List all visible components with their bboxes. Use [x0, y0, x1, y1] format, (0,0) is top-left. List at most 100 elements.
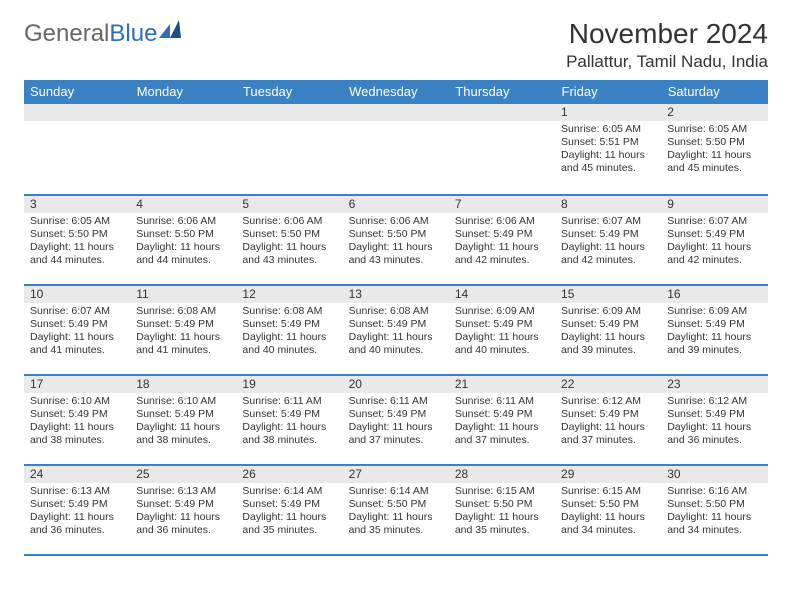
- day-details: Sunrise: 6:11 AMSunset: 5:49 PMDaylight:…: [343, 393, 449, 452]
- day-number: 23: [661, 376, 767, 393]
- sunset-line: Sunset: 5:49 PM: [667, 318, 761, 331]
- calendar-cell: 11Sunrise: 6:08 AMSunset: 5:49 PMDayligh…: [130, 285, 236, 375]
- sunrise-line: Sunrise: 6:09 AM: [455, 305, 549, 318]
- calendar-cell: 19Sunrise: 6:11 AMSunset: 5:49 PMDayligh…: [236, 375, 342, 465]
- daylight-line: Daylight: 11 hours and 35 minutes.: [242, 511, 336, 537]
- calendar-cell: 10Sunrise: 6:07 AMSunset: 5:49 PMDayligh…: [24, 285, 130, 375]
- day-details: Sunrise: 6:06 AMSunset: 5:49 PMDaylight:…: [449, 213, 555, 272]
- sunrise-line: Sunrise: 6:05 AM: [667, 123, 761, 136]
- day-number: 14: [449, 286, 555, 303]
- sunrise-line: Sunrise: 6:14 AM: [242, 485, 336, 498]
- daylight-line: Daylight: 11 hours and 41 minutes.: [136, 331, 230, 357]
- calendar-cell: 26Sunrise: 6:14 AMSunset: 5:49 PMDayligh…: [236, 465, 342, 555]
- day-number: 10: [24, 286, 130, 303]
- sunset-line: Sunset: 5:49 PM: [242, 318, 336, 331]
- calendar-cell: 20Sunrise: 6:11 AMSunset: 5:49 PMDayligh…: [343, 375, 449, 465]
- daylight-line: Daylight: 11 hours and 42 minutes.: [455, 241, 549, 267]
- day-number: 16: [661, 286, 767, 303]
- brand-mark-icon: [159, 20, 181, 38]
- calendar-cell: 14Sunrise: 6:09 AMSunset: 5:49 PMDayligh…: [449, 285, 555, 375]
- calendar-cell: [343, 104, 449, 195]
- day-number: 3: [24, 196, 130, 213]
- daylight-line: Daylight: 11 hours and 44 minutes.: [30, 241, 124, 267]
- calendar-row: 10Sunrise: 6:07 AMSunset: 5:49 PMDayligh…: [24, 285, 768, 375]
- sunset-line: Sunset: 5:51 PM: [561, 136, 655, 149]
- day-number: [343, 104, 449, 121]
- daylight-line: Daylight: 11 hours and 44 minutes.: [136, 241, 230, 267]
- day-number: 26: [236, 466, 342, 483]
- sunset-line: Sunset: 5:50 PM: [349, 228, 443, 241]
- daylight-line: Daylight: 11 hours and 38 minutes.: [136, 421, 230, 447]
- sunset-line: Sunset: 5:49 PM: [30, 498, 124, 511]
- calendar-cell: 25Sunrise: 6:13 AMSunset: 5:49 PMDayligh…: [130, 465, 236, 555]
- daylight-line: Daylight: 11 hours and 38 minutes.: [30, 421, 124, 447]
- day-details: Sunrise: 6:05 AMSunset: 5:51 PMDaylight:…: [555, 121, 661, 180]
- header: GeneralBlue November 2024 Pallattur, Tam…: [24, 18, 768, 72]
- day-number: 29: [555, 466, 661, 483]
- day-details: Sunrise: 6:09 AMSunset: 5:49 PMDaylight:…: [661, 303, 767, 362]
- sunrise-line: Sunrise: 6:06 AM: [136, 215, 230, 228]
- sunrise-line: Sunrise: 6:13 AM: [136, 485, 230, 498]
- calendar-cell: [236, 104, 342, 195]
- day-number: 24: [24, 466, 130, 483]
- day-number: 27: [343, 466, 449, 483]
- daylight-line: Daylight: 11 hours and 43 minutes.: [242, 241, 336, 267]
- day-number: 30: [661, 466, 767, 483]
- calendar-cell: 22Sunrise: 6:12 AMSunset: 5:49 PMDayligh…: [555, 375, 661, 465]
- daylight-line: Daylight: 11 hours and 37 minutes.: [561, 421, 655, 447]
- sunset-line: Sunset: 5:50 PM: [455, 498, 549, 511]
- sunset-line: Sunset: 5:49 PM: [136, 408, 230, 421]
- sunrise-line: Sunrise: 6:11 AM: [242, 395, 336, 408]
- sunrise-line: Sunrise: 6:08 AM: [242, 305, 336, 318]
- daylight-line: Daylight: 11 hours and 35 minutes.: [349, 511, 443, 537]
- sunrise-line: Sunrise: 6:12 AM: [667, 395, 761, 408]
- calendar-cell: 23Sunrise: 6:12 AMSunset: 5:49 PMDayligh…: [661, 375, 767, 465]
- sunrise-line: Sunrise: 6:15 AM: [561, 485, 655, 498]
- sunrise-line: Sunrise: 6:05 AM: [561, 123, 655, 136]
- calendar-cell: 28Sunrise: 6:15 AMSunset: 5:50 PMDayligh…: [449, 465, 555, 555]
- sunrise-line: Sunrise: 6:09 AM: [667, 305, 761, 318]
- day-details: Sunrise: 6:12 AMSunset: 5:49 PMDaylight:…: [555, 393, 661, 452]
- day-number: 1: [555, 104, 661, 121]
- day-details: Sunrise: 6:16 AMSunset: 5:50 PMDaylight:…: [661, 483, 767, 542]
- day-details: Sunrise: 6:09 AMSunset: 5:49 PMDaylight:…: [555, 303, 661, 362]
- sunset-line: Sunset: 5:49 PM: [349, 408, 443, 421]
- empty-cell-body: [236, 121, 342, 194]
- page-location: Pallattur, Tamil Nadu, India: [566, 52, 768, 72]
- day-number: 28: [449, 466, 555, 483]
- calendar-cell: 8Sunrise: 6:07 AMSunset: 5:49 PMDaylight…: [555, 195, 661, 285]
- sunset-line: Sunset: 5:49 PM: [349, 318, 443, 331]
- day-details: Sunrise: 6:08 AMSunset: 5:49 PMDaylight:…: [236, 303, 342, 362]
- daylight-line: Daylight: 11 hours and 37 minutes.: [455, 421, 549, 447]
- calendar-cell: 27Sunrise: 6:14 AMSunset: 5:50 PMDayligh…: [343, 465, 449, 555]
- empty-cell-body: [449, 121, 555, 194]
- calendar-body: 1Sunrise: 6:05 AMSunset: 5:51 PMDaylight…: [24, 104, 768, 555]
- day-details: Sunrise: 6:15 AMSunset: 5:50 PMDaylight:…: [555, 483, 661, 542]
- sunset-line: Sunset: 5:49 PM: [667, 408, 761, 421]
- day-number: 7: [449, 196, 555, 213]
- daylight-line: Daylight: 11 hours and 43 minutes.: [349, 241, 443, 267]
- calendar-cell: [130, 104, 236, 195]
- day-number: 18: [130, 376, 236, 393]
- day-details: Sunrise: 6:14 AMSunset: 5:49 PMDaylight:…: [236, 483, 342, 542]
- sunrise-line: Sunrise: 6:08 AM: [349, 305, 443, 318]
- sunset-line: Sunset: 5:49 PM: [455, 408, 549, 421]
- day-details: Sunrise: 6:13 AMSunset: 5:49 PMDaylight:…: [130, 483, 236, 542]
- calendar-cell: 9Sunrise: 6:07 AMSunset: 5:49 PMDaylight…: [661, 195, 767, 285]
- sunrise-line: Sunrise: 6:10 AM: [136, 395, 230, 408]
- sunset-line: Sunset: 5:50 PM: [667, 498, 761, 511]
- sunrise-line: Sunrise: 6:06 AM: [242, 215, 336, 228]
- daylight-line: Daylight: 11 hours and 34 minutes.: [561, 511, 655, 537]
- day-number: 19: [236, 376, 342, 393]
- sunrise-line: Sunrise: 6:07 AM: [667, 215, 761, 228]
- day-details: Sunrise: 6:07 AMSunset: 5:49 PMDaylight:…: [24, 303, 130, 362]
- sunrise-line: Sunrise: 6:06 AM: [349, 215, 443, 228]
- calendar-row: 17Sunrise: 6:10 AMSunset: 5:49 PMDayligh…: [24, 375, 768, 465]
- sunset-line: Sunset: 5:49 PM: [136, 318, 230, 331]
- sunset-line: Sunset: 5:49 PM: [30, 408, 124, 421]
- day-details: Sunrise: 6:06 AMSunset: 5:50 PMDaylight:…: [236, 213, 342, 272]
- sunrise-line: Sunrise: 6:07 AM: [561, 215, 655, 228]
- daylight-line: Daylight: 11 hours and 45 minutes.: [561, 149, 655, 175]
- calendar-cell: 3Sunrise: 6:05 AMSunset: 5:50 PMDaylight…: [24, 195, 130, 285]
- day-details: Sunrise: 6:06 AMSunset: 5:50 PMDaylight:…: [130, 213, 236, 272]
